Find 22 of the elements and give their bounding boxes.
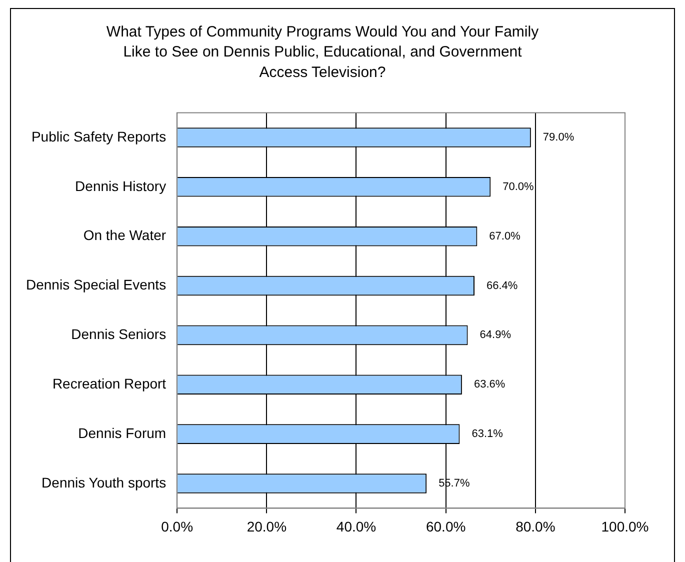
x-tick-label: 20.0% — [246, 518, 287, 534]
data-label: 64.9% — [480, 329, 512, 342]
y-tick-label: Dennis History — [75, 178, 166, 194]
data-label: 67.0% — [489, 230, 521, 242]
x-tick-label: 100.0% — [601, 518, 649, 534]
y-tick-label: Public Safety Reports — [31, 128, 166, 144]
x-tick-label: 40.0% — [336, 518, 376, 534]
data-label: 66.4% — [486, 280, 518, 292]
data-label: 63.1% — [472, 428, 504, 440]
x-tick-label: 80.0% — [516, 518, 556, 534]
y-tick-label: Dennis Youth sports — [42, 474, 166, 490]
data-label: 70.0% — [502, 180, 534, 193]
data-label: 79.0% — [542, 131, 574, 144]
data-label: 63.6% — [474, 378, 506, 391]
y-tick-label: Dennis Seniors — [71, 326, 166, 342]
y-tick-label: Dennis Forum — [78, 424, 166, 441]
y-tick-label: On the Water — [83, 227, 166, 244]
y-tick-label: Dennis Special Events — [26, 276, 166, 293]
chart-title: What Types of Community Programs Would You and Your Family Like to See on Dennis Public, Educational, and Government Access Television? — [106, 23, 540, 81]
x-tick-label: 60.0% — [426, 518, 466, 534]
x-tick-label: 0.0% — [161, 518, 194, 534]
y-tick-label: Recreation Report — [52, 375, 166, 392]
